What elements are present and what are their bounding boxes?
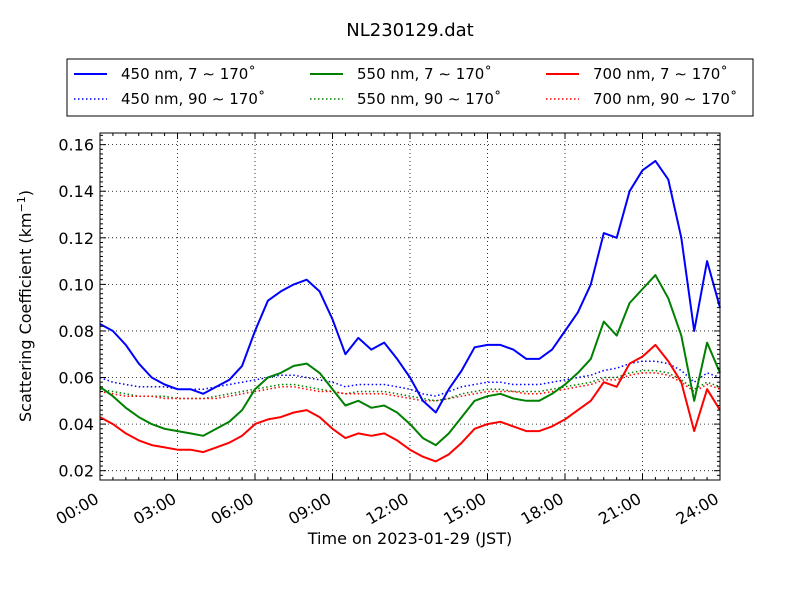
y-tick-labels: 0.02 0.04 0.06 0.08 0.10 0.12 0.14 0.16 [58, 136, 94, 481]
y-tick-label: 0.02 [58, 462, 94, 481]
legend-label-1: 450 nm, 90 ∼ 170˚ [121, 90, 265, 108]
x-tick-label: 12:00 [363, 489, 412, 529]
x-tick-label: 18:00 [518, 489, 567, 529]
y-tick-label: 0.14 [58, 182, 94, 201]
series-line-4 [99, 343, 721, 463]
x-tick-label: 21:00 [595, 489, 644, 529]
legend-frame [66, 58, 754, 117]
legend-label-4: 700 nm, 7 ∼ 170˚ [593, 65, 728, 83]
series-line-3 [99, 369, 721, 402]
y-tick-label: 0.10 [58, 275, 94, 294]
series-line-1 [99, 360, 721, 397]
x-tick-label: 15:00 [440, 489, 489, 529]
y-tick-label: 0.04 [58, 415, 94, 434]
y-tick-label: 0.08 [58, 322, 94, 341]
series-line-5 [99, 372, 721, 402]
y-axis-label-close: ) [16, 190, 35, 196]
x-axis-label: Time on 2023-01-29 (JST) [307, 529, 512, 548]
series-line-0 [99, 159, 721, 414]
axis-ticks [99, 133, 721, 480]
y-axis-label-superscript: −1 [15, 196, 28, 212]
legend-label-2: 550 nm, 7 ∼ 170˚ [357, 65, 492, 83]
x-tick-labels: 00:00 03:00 06:00 09:00 12:00 15:00 18:00 21:00… [53, 489, 722, 529]
x-tick-label: 06:00 [208, 489, 257, 529]
y-tick-label: 0.16 [58, 136, 94, 155]
y-tick-label: 0.12 [58, 229, 94, 248]
x-tick-label: 09:00 [285, 489, 334, 529]
legend: 450 nm, 7 ∼ 170˚ 450 nm, 90 ∼ 170˚ 550 nm,… [66, 58, 754, 117]
grid-lines [99, 133, 721, 480]
y-axis-label: Scattering Coefficient (km−1) [15, 190, 35, 422]
x-tick-label: 00:00 [53, 489, 102, 529]
series-layer [99, 159, 721, 463]
series-line-2 [99, 274, 721, 447]
legend-label-0: 450 nm, 7 ∼ 170˚ [121, 65, 256, 83]
y-tick-label: 0.06 [58, 369, 94, 388]
chart-title: NL230129.dat [346, 20, 473, 41]
x-tick-label: 24:00 [673, 489, 722, 529]
x-tick-label: 03:00 [130, 489, 179, 529]
legend-label-5: 700 nm, 90 ∼ 170˚ [593, 90, 737, 108]
y-axis-label-main: Scattering Coefficient (km [16, 212, 35, 422]
legend-label-3: 550 nm, 90 ∼ 170˚ [357, 90, 501, 108]
